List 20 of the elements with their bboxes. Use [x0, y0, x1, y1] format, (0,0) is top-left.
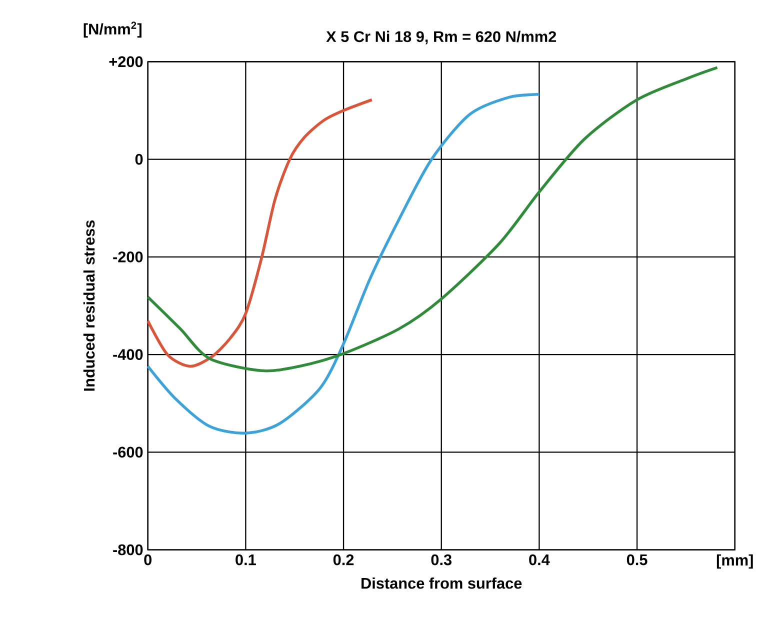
x-tick-label: 0.4 — [529, 554, 550, 566]
line-series — [146, 98, 374, 368]
y-tick-label: -800 — [113, 544, 143, 556]
y-tick-label: -200 — [113, 252, 143, 262]
y-tick-label: -600 — [113, 446, 143, 458]
text: [N/mm$^{2}$] — [84, 22, 142, 38]
line-series — [146, 93, 541, 435]
x-tick-label: 0.2 — [333, 554, 354, 566]
x-tick-label: [mm] — [716, 554, 753, 569]
line-series — [146, 66, 719, 372]
y-axis-title: Induced residual stress — [83, 220, 95, 391]
x-tick-label: 0.3 — [431, 554, 452, 566]
y-tick-label: -400 — [113, 349, 143, 360]
y-tick-label: +200 — [109, 56, 143, 68]
chart-title: X 5 Cr Ni 18 9, Rm = 620 N/mm2 — [326, 30, 556, 44]
x-tick-label: 0.5 — [626, 554, 648, 566]
x-axis-title: Distance from surface — [362, 578, 522, 589]
x-tick-label: 0 — [144, 554, 152, 566]
y-tick-label: 0 — [135, 154, 143, 165]
x-tick-label: 0.1 — [236, 554, 256, 566]
